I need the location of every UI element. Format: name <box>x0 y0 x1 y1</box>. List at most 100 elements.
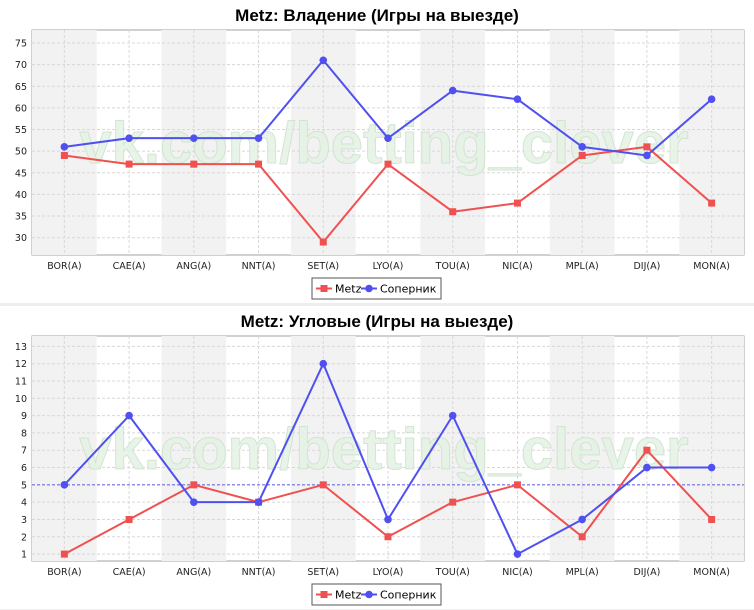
data-point-opponent <box>643 151 651 160</box>
data-point-opponent <box>384 515 392 524</box>
data-point-opponent <box>384 134 392 142</box>
corners-chart: Metz: Угловые (Игры на выезде)1234567891… <box>15 312 745 606</box>
legend-marker-metz <box>320 285 328 292</box>
data-point-opponent <box>254 498 263 506</box>
data-point-metz <box>449 208 457 216</box>
y-tick-label: 8 <box>21 428 27 439</box>
x-tick-label: ANG(A) <box>176 567 211 578</box>
data-point-metz <box>578 533 586 541</box>
legend-label-opponent: Соперник <box>380 589 437 602</box>
x-tick-label: DIJ(A) <box>633 567 660 578</box>
x-tick-label: LYO(A) <box>373 567 404 578</box>
data-point-metz <box>255 160 263 168</box>
x-tick-label: SET(A) <box>307 567 339 578</box>
possession-chart-panel: Metz: Владение (Игры на выезде) 30 35 40 45 5… <box>0 0 754 303</box>
data-point-opponent <box>190 498 198 506</box>
data-point-opponent <box>578 515 586 524</box>
x-tick-label: SET(A) <box>307 261 339 272</box>
legend: Metz Соперник <box>311 277 442 300</box>
watermark-text: vk.com/betting_clever <box>79 111 688 176</box>
y-tick-label: 7 <box>21 446 27 457</box>
data-point-opponent <box>190 134 198 142</box>
corners-chart-panel: Metz: Угловые (Игры на выезде) 1 2 3 4 5 6 7 8 9 1… <box>0 306 754 609</box>
data-point-opponent <box>60 143 69 151</box>
data-point-opponent <box>448 411 457 420</box>
y-tick-label: 9 <box>21 411 27 422</box>
data-point-opponent <box>707 95 716 104</box>
data-point-metz <box>384 160 392 168</box>
data-point-metz <box>190 160 198 168</box>
y-tick-label: 60 <box>15 103 27 114</box>
possession-chart: Metz: Владение (Игры на выезде) 30 35 40 45 5… <box>15 6 745 300</box>
x-tick-label: MON(A) <box>693 261 730 272</box>
legend-label-opponent: Соперник <box>380 283 437 296</box>
y-tick-label: 4 <box>21 498 27 509</box>
data-point-metz <box>125 160 133 168</box>
data-point-metz <box>190 481 198 489</box>
x-tick-label: BOR(A) <box>47 261 81 272</box>
data-point-metz <box>384 533 392 541</box>
data-point-metz <box>60 151 68 159</box>
y-tick-label: 11 <box>15 377 27 388</box>
chart-title: Metz: Угловые (Игры на выезде) <box>241 312 514 331</box>
x-tick-label: NNT(A) <box>242 261 276 272</box>
y-tick-label: 40 <box>15 190 27 201</box>
data-point-opponent <box>319 56 328 65</box>
data-point-metz <box>578 151 586 159</box>
y-tick-label: 5 <box>21 480 27 491</box>
x-tick-label: LYO(A) <box>373 261 404 272</box>
x-tick-label: BOR(A) <box>47 567 81 578</box>
data-point-opponent <box>125 134 133 142</box>
y-tick-label: 35 <box>15 212 27 223</box>
legend-marker-opponent <box>365 284 373 293</box>
data-point-metz <box>125 515 133 523</box>
data-point-opponent <box>125 411 133 420</box>
x-tick-label: CAE(A) <box>113 567 146 578</box>
y-tick-label: 70 <box>15 60 27 71</box>
y-tick-label: 65 <box>15 82 27 93</box>
x-tick-label: MON(A) <box>693 567 730 578</box>
y-tick-label: 75 <box>15 38 27 49</box>
x-tick-label: MPL(A) <box>566 261 599 272</box>
legend: Metz Соперник <box>311 583 442 606</box>
x-tick-label: ANG(A) <box>176 261 211 272</box>
data-point-metz <box>319 238 327 246</box>
y-tick-label: 10 <box>15 394 27 405</box>
x-tick-label: DIJ(A) <box>633 261 660 272</box>
x-tick-label: TOU(A) <box>435 261 470 272</box>
x-tick-label: NIC(A) <box>502 567 532 578</box>
data-point-opponent <box>513 550 522 558</box>
data-point-metz <box>643 446 651 454</box>
x-tick-label: MPL(A) <box>566 567 599 578</box>
legend-marker-opponent <box>365 590 373 599</box>
watermark-text: vk.com/betting_clever <box>79 417 688 482</box>
y-tick-label: 12 <box>15 359 27 370</box>
y-tick-label: 30 <box>15 233 27 244</box>
y-tick-label: 6 <box>21 463 27 474</box>
x-tick-label: NIC(A) <box>502 261 532 272</box>
legend-label-metz: Metz <box>335 283 362 296</box>
data-point-opponent <box>513 95 522 104</box>
x-tick-label: CAE(A) <box>113 261 146 272</box>
data-point-opponent <box>60 481 69 489</box>
y-tick-label: 45 <box>15 168 27 179</box>
data-point-metz <box>708 515 716 523</box>
chart-title: Metz: Владение (Игры на выезде) <box>235 6 519 25</box>
y-tick-label: 2 <box>21 532 27 543</box>
data-point-opponent <box>448 86 457 95</box>
data-point-opponent <box>578 143 586 151</box>
y-tick-label: 1 <box>21 550 27 561</box>
data-point-metz <box>319 481 327 489</box>
y-tick-label: 13 <box>15 342 27 353</box>
x-tick-label: NNT(A) <box>242 567 276 578</box>
data-point-metz <box>60 550 68 558</box>
data-point-metz <box>449 498 457 506</box>
data-point-metz <box>643 143 651 151</box>
legend-marker-metz <box>320 591 328 598</box>
data-point-metz <box>708 199 716 207</box>
y-tick-label: 50 <box>15 147 27 158</box>
data-point-opponent <box>254 134 263 142</box>
data-point-metz <box>513 481 521 489</box>
data-point-opponent <box>643 463 651 472</box>
y-tick-label: 55 <box>15 125 27 136</box>
